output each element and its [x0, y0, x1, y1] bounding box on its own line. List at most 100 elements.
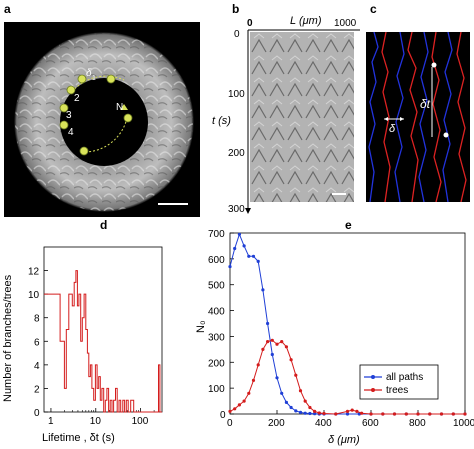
- panel-e-trees-point: [313, 409, 317, 413]
- panel-e-all-paths-point: [298, 410, 303, 414]
- panel-e-all-paths-point: [247, 254, 251, 258]
- panel-e-trees-point: [289, 358, 293, 362]
- panel-e-x-tick-label: 800: [409, 418, 426, 429]
- panel-b-y-tick-0: 0: [234, 29, 240, 40]
- panel-d-y-tick-label: 8: [34, 314, 40, 325]
- panel-e-all-paths-point: [294, 409, 298, 413]
- panel-e-trees-point: [392, 412, 397, 416]
- panel-e-x-tick-label: 600: [362, 418, 379, 429]
- panel-e-trees-point: [256, 363, 260, 367]
- panel-a-ring-image: δ 1 2 3 4 N: [4, 22, 200, 217]
- panel-e-all-paths-point: [228, 265, 232, 269]
- panel-e-legend: all paths trees: [359, 364, 439, 400]
- panel-e-trees-point: [439, 412, 444, 416]
- panel-e-chart: e N₀ δ (μm) 0 200 400 600 800 1000 0 100 200 300 4…: [195, 218, 474, 446]
- panel-a-label-2: 2: [74, 93, 80, 104]
- panel-e-all-paths-point: [345, 412, 350, 416]
- panel-e-trees-point: [334, 412, 338, 416]
- panel-e-all-paths-point: [237, 232, 241, 236]
- panel-d-x-tick-label: 1: [48, 416, 54, 427]
- legend-trees: trees: [386, 385, 408, 396]
- panel-e-trees-point: [303, 399, 307, 403]
- panel-e-trees-point: [251, 378, 256, 382]
- panel-d-y-tick-label: 10: [28, 290, 40, 301]
- panel-e-trees-point: [404, 412, 408, 416]
- panel-e-y-tick-label: 0: [220, 410, 226, 421]
- panel-e-y-tick-label: 400: [208, 307, 225, 318]
- panel-e-all-paths-point: [313, 412, 317, 416]
- panel-e-all-paths-point: [261, 288, 265, 292]
- panel-e-y-tick-label: 100: [208, 384, 225, 395]
- panel-a-label-4: 4: [68, 127, 74, 138]
- panel-e-y-tick-label: 200: [208, 358, 225, 369]
- panel-e-trees-point: [345, 409, 350, 413]
- panel-e-trees-point: [228, 409, 232, 413]
- panel-b-y-tick-100: 100: [228, 89, 245, 100]
- panel-b-y-tick-300: 300: [228, 204, 245, 215]
- panel-e-trees-point: [451, 412, 455, 416]
- panel-e-trees-point: [369, 412, 373, 416]
- panel-e-all-paths-point: [270, 352, 274, 357]
- panel-d-x-tick-label: 10: [90, 416, 102, 427]
- panel-e-y-tick-label: 500: [208, 281, 225, 292]
- panel-e-x-tick-label: 200: [268, 418, 285, 429]
- panel-e-all-paths-point: [289, 405, 293, 410]
- panel-c-delta-t-label: δt: [420, 97, 431, 111]
- panel-d-x-label: Lifetime , δt (s): [42, 432, 115, 444]
- panel-e-y-tick-label: 300: [208, 332, 225, 343]
- panel-b-letter: b: [232, 2, 240, 16]
- panel-e-trees-point: [360, 411, 364, 415]
- panel-e-trees-point: [355, 409, 359, 413]
- panel-e-all-paths-point: [275, 376, 279, 380]
- panel-e-trees-point: [308, 405, 312, 410]
- panel-b-x-tick-1000: 1000: [334, 18, 357, 29]
- panel-c-letter: c: [370, 2, 377, 16]
- panel-a-label-n: N: [116, 102, 123, 113]
- panel-e-trees-point: [381, 412, 385, 416]
- panel-e-all-paths-point: [242, 244, 246, 248]
- panel-e-all-paths-point: [308, 411, 312, 416]
- panel-c-delta-label: δ: [389, 123, 396, 135]
- panel-e-x-tick-label: 0: [227, 418, 233, 429]
- panel-e-trees-point: [284, 345, 288, 349]
- panel-e-all-paths-point: [284, 400, 288, 404]
- panel-e-trees-point: [428, 412, 432, 416]
- panel-a-label-1: 1: [92, 75, 96, 82]
- panel-d-x-tick-label: 100: [132, 416, 149, 427]
- panel-d-y-tick-label: 6: [34, 337, 40, 348]
- panel-e-all-paths-point: [303, 411, 307, 415]
- panel-d-histogram-line: [44, 270, 162, 413]
- panel-e-all-paths-point: [280, 391, 284, 395]
- panel-e-y-tick-label: 600: [208, 255, 225, 266]
- panel-e-letter: e: [345, 218, 352, 232]
- panel-a-label-3: 3: [66, 110, 72, 121]
- panel-e-trees-point: [247, 391, 251, 395]
- panel-e-trees-point: [266, 340, 270, 344]
- panel-e-trees-point: [261, 347, 265, 351]
- panel-e-trees-point: [275, 342, 279, 346]
- panel-b-x-label: L (μm): [290, 15, 322, 27]
- panel-e-all-paths-point: [251, 254, 256, 258]
- panel-b-kymograph: [250, 32, 354, 202]
- panel-e-all-paths-point: [256, 259, 260, 263]
- panel-e-x-label: δ (μm): [328, 434, 360, 446]
- panel-e-x-tick-label: 400: [315, 418, 332, 429]
- panel-e-trees-point: [237, 403, 241, 407]
- panel-e-trees-point: [322, 411, 326, 416]
- panel-a-delta-label: δ: [86, 68, 92, 79]
- panel-e-trees-point: [280, 340, 284, 344]
- panel-e-trees-point: [233, 407, 237, 411]
- panel-e-y-label: N₀: [195, 320, 207, 333]
- panel-e-y-tick-label: 700: [208, 229, 225, 240]
- panel-d-y-tick-label: 0: [34, 408, 40, 419]
- panel-a-letter: a: [4, 2, 11, 16]
- panel-e-trees-point: [242, 399, 246, 403]
- panel-e-all-paths-point: [233, 246, 237, 251]
- panel-b-x-tick-0: 0: [247, 18, 253, 29]
- panel-d-y-label: Number of branches/trees: [2, 274, 14, 402]
- panel-d-y-tick-label: 2: [34, 384, 40, 395]
- panel-d-chart: d Number of branches/trees Lifetime , δt…: [2, 218, 163, 444]
- panel-d-y-tick-label: 4: [34, 361, 40, 372]
- legend-all-paths: all paths: [386, 372, 423, 383]
- panel-e-trees-point: [270, 338, 274, 342]
